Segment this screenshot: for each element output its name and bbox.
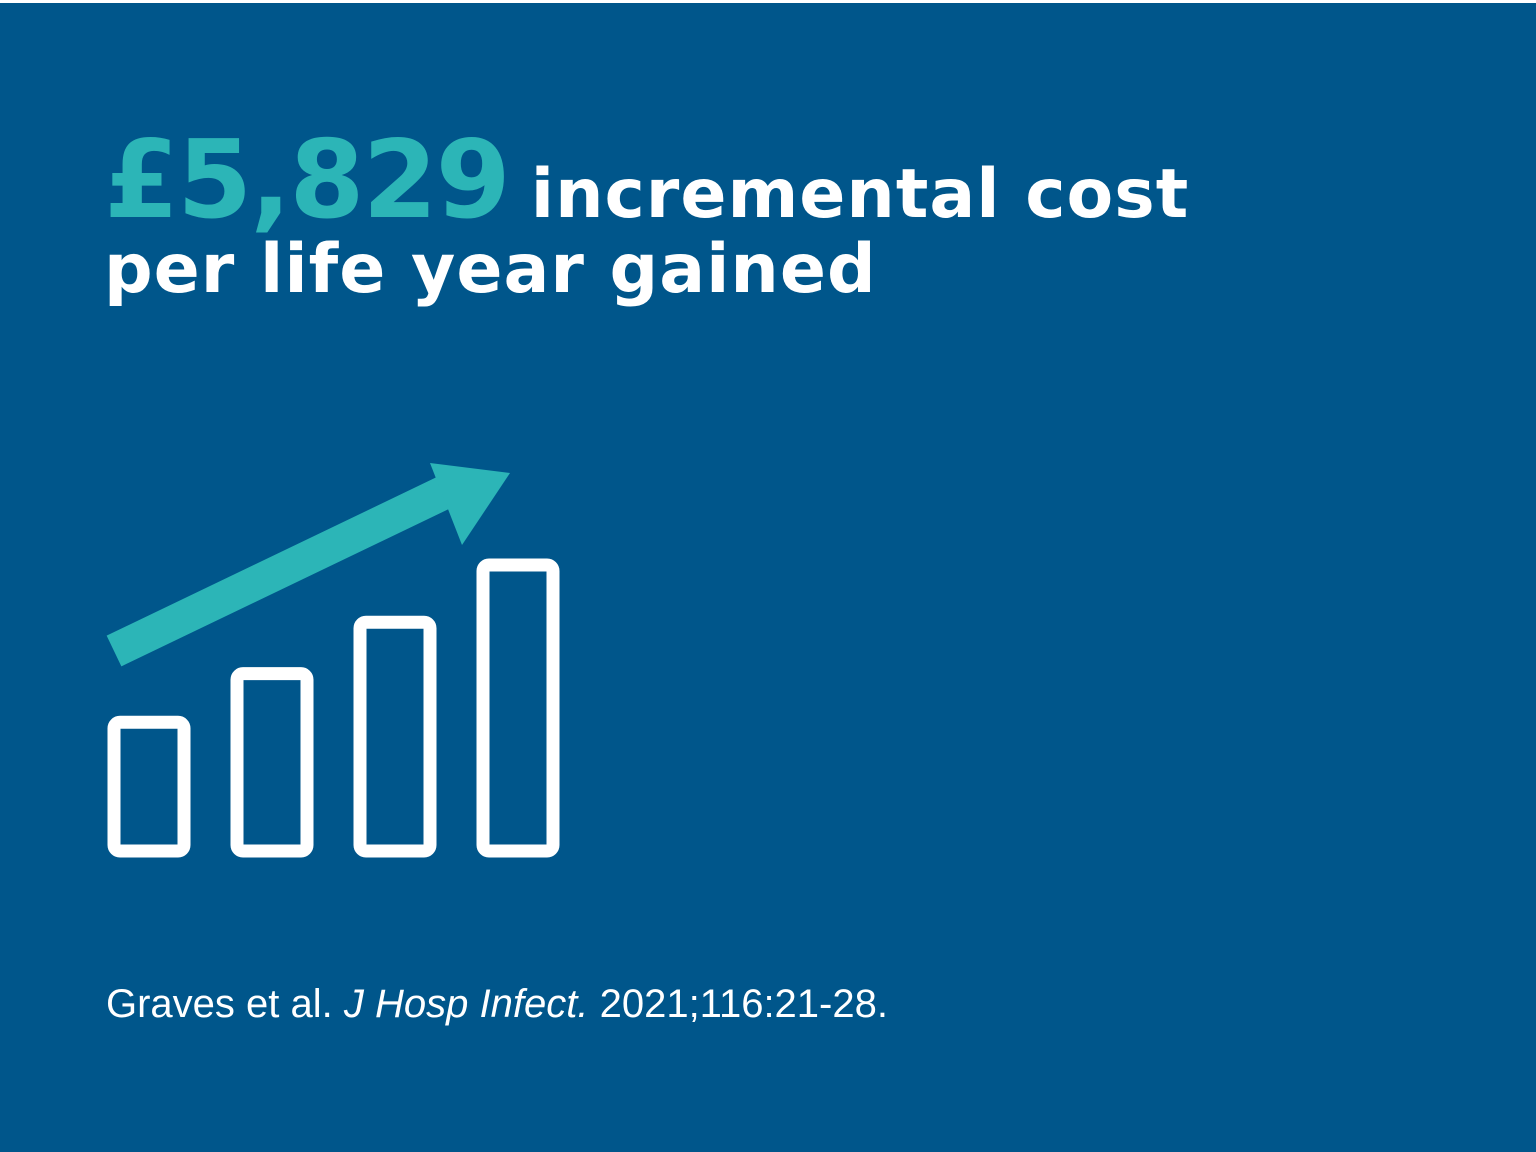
cost-value: £5,829: [104, 118, 511, 243]
citation-authors: Graves et al.: [106, 982, 333, 1026]
rising-bar-chart-icon: [106, 463, 560, 858]
top-border: [0, 0, 1536, 3]
headline-line-2: per life year gained: [104, 230, 877, 309]
bar-group: [107, 558, 560, 858]
rising-arrow-icon: [106, 463, 510, 667]
headline-line-1-text: incremental cost: [530, 155, 1190, 234]
headline: £5,829 incremental cost per life year gai…: [104, 118, 1404, 309]
bar-3: [353, 615, 437, 858]
citation-details: 2021;116:21-28.: [599, 982, 888, 1026]
citation-journal: J Hosp Infect.: [343, 982, 589, 1026]
bar-4: [476, 558, 560, 858]
headline-line-1: £5,829 incremental cost: [104, 118, 1404, 243]
bar-2: [230, 667, 314, 858]
bar-1: [107, 715, 191, 858]
citation: Graves et al. J Hosp Infect. 2021;116:21…: [106, 982, 888, 1027]
